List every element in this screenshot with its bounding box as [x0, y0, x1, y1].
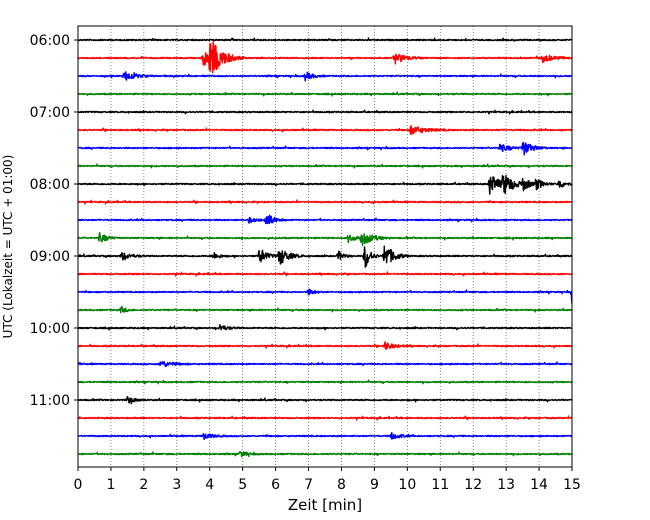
y-axis-label: UTC (Lokalzeit = UTC + 01:00): [1, 155, 15, 339]
x-axis-label: Zeit [min]: [288, 496, 362, 514]
trace-line: [77, 231, 573, 247]
trace-line: [77, 91, 573, 97]
trace-line: [77, 214, 573, 225]
x-tick-label: 8: [337, 477, 346, 493]
x-tick-label: 3: [172, 477, 181, 493]
trace-line: [77, 415, 573, 421]
x-tick-label: 13: [497, 477, 515, 493]
x-tick-label: 5: [238, 477, 247, 493]
x-tick-label: 12: [464, 477, 482, 493]
trace-line: [77, 71, 573, 82]
x-tick-label: 4: [205, 477, 214, 493]
x-axis-ticks: 0 1 2 3 4 5 6 7 8 9 10 11 12 13 14 15: [74, 467, 581, 493]
x-tick-label: 14: [530, 477, 548, 493]
trace-line: [77, 451, 573, 458]
x-tick-label: 1: [106, 477, 115, 493]
trace-line: [77, 41, 573, 74]
y-tick-label: 07:00: [30, 105, 70, 121]
x-tick-label: 0: [74, 477, 83, 493]
trace-line: [77, 141, 573, 156]
trace-line: [77, 245, 573, 268]
seismic-traces: [77, 37, 573, 458]
trace-line: [77, 37, 573, 42]
y-tick-label: 06:00: [30, 33, 70, 49]
trace-line: [77, 341, 573, 350]
y-tick-label: 10:00: [30, 321, 70, 337]
trace-line: [77, 163, 573, 169]
y-tick-label: 08:00: [30, 177, 70, 193]
x-tick-label: 6: [271, 477, 280, 493]
x-tick-label: 7: [304, 477, 313, 493]
y-tick-label: 09:00: [30, 249, 70, 265]
trace-line: [77, 431, 573, 440]
trace-line: [77, 379, 573, 385]
y-tick-label: 11:00: [30, 393, 70, 409]
x-tick-label: 10: [398, 477, 416, 493]
x-tick-label: 11: [431, 477, 449, 493]
trace-line: [77, 199, 573, 205]
trace-line: [77, 271, 573, 277]
x-tick-label: 9: [370, 477, 379, 493]
x-tick-label: 15: [563, 477, 581, 493]
trace-line: [77, 109, 573, 115]
trace-line: [77, 306, 573, 314]
trace-line: [77, 125, 573, 136]
trace-line: [77, 323, 573, 331]
y-axis-ticks: 06:00 07:00 08:00 09:00 10:00 11:00: [30, 33, 78, 409]
trace-line: [77, 361, 573, 368]
x-tick-label: 2: [139, 477, 148, 493]
trace-line: [77, 288, 573, 304]
plot-frame: [77, 25, 573, 468]
trace-line: [77, 174, 573, 195]
trace-line: [77, 396, 573, 405]
